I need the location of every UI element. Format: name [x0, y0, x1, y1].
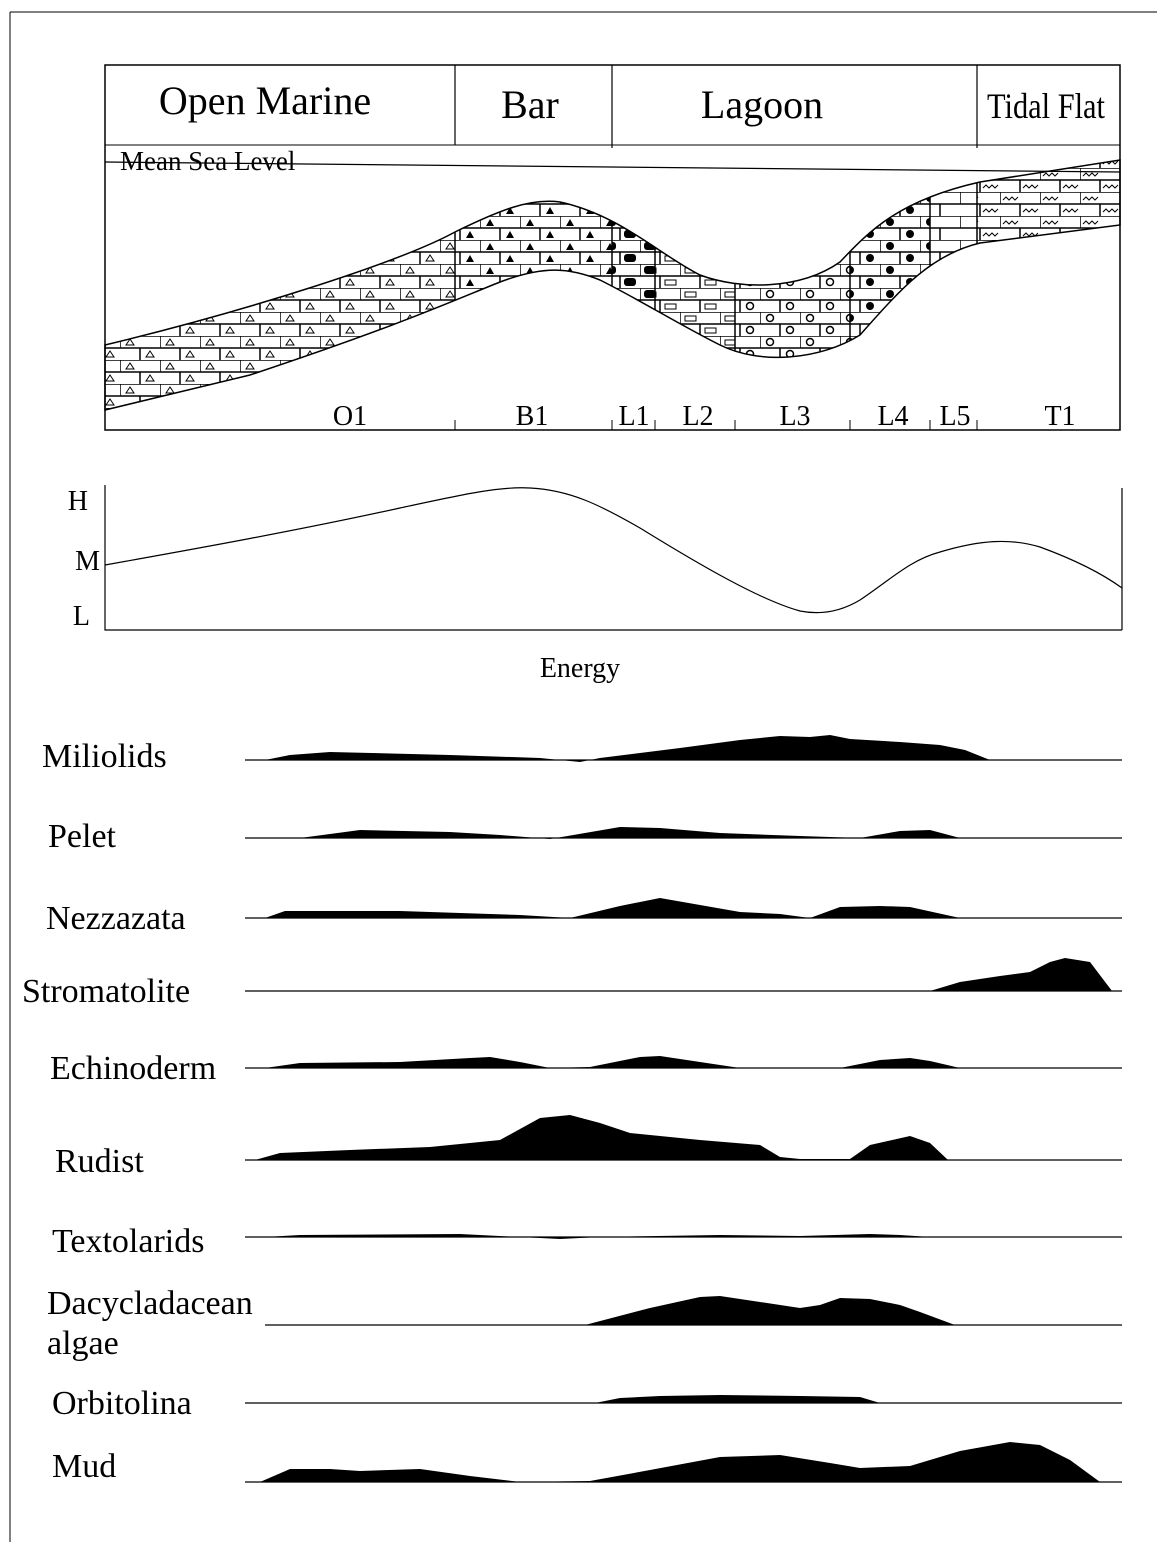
organism-label: Miliolids [42, 737, 167, 777]
organism-label: Pelet [48, 817, 116, 857]
organism-label: Echinoderm [50, 1049, 216, 1089]
facies-label: L1 [618, 401, 649, 432]
zone-label: Bar [501, 82, 559, 127]
sea-level-label: Mean Sea Level [120, 146, 295, 176]
zone-label: Open Marine [159, 78, 371, 123]
organism-abundance [255, 735, 1112, 1482]
organism-label: Dacycladacean algae [47, 1284, 297, 1364]
facies-label: L5 [939, 401, 970, 432]
facies-belt [105, 150, 1120, 430]
energy-level: L [73, 601, 90, 632]
organism-label: Nezzazata [46, 899, 186, 939]
energy-level: H [68, 486, 88, 517]
energy-label: Energy [540, 653, 620, 684]
zone-label: Tidal Flat [987, 86, 1105, 126]
zone-label: Lagoon [701, 82, 823, 127]
organism-label: Orbitolina [52, 1384, 192, 1424]
organism-label: Textolarids [52, 1222, 204, 1262]
organism-label: Rudist [55, 1142, 144, 1182]
facies-label: L3 [779, 401, 810, 432]
page: Open Marine Bar Lagoon Tidal Flat Mean S… [0, 0, 1157, 1542]
energy-axes [105, 485, 1122, 630]
facies-label: L2 [682, 401, 713, 432]
organism-label: Stromatolite [22, 972, 190, 1012]
energy-level: M [75, 546, 100, 577]
facies-label: T1 [1044, 401, 1075, 432]
facies-label: B1 [516, 401, 549, 432]
energy-curve [105, 488, 1122, 613]
organism-label: Mud [52, 1447, 116, 1487]
organism-baselines [245, 760, 1122, 1482]
facies-label: L4 [877, 401, 908, 432]
facies-label: O1 [333, 401, 367, 432]
